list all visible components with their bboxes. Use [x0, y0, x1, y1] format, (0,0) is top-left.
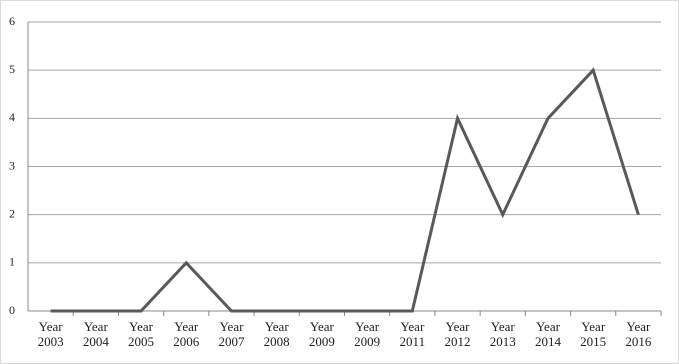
y-tick-label: 5 — [9, 62, 15, 76]
x-tick-label: Year 2008 — [263, 319, 290, 349]
x-tick-label: Year 2005 — [128, 319, 155, 349]
x-tick-label: Year 2003 — [37, 319, 64, 349]
y-tick-label: 1 — [9, 255, 15, 269]
y-tick-label: 0 — [9, 303, 15, 317]
x-tick-label: Year 2016 — [625, 319, 652, 349]
x-tick-label: Year 2015 — [580, 319, 607, 349]
x-tick-label: Year 2007 — [218, 319, 245, 349]
line — [50, 67, 640, 313]
x-tick-label: Year 2012 — [444, 319, 471, 349]
x-tick-label: Year 2006 — [173, 319, 200, 349]
y-tick-label: 3 — [9, 158, 15, 172]
x-tick-label: Year 2009 — [308, 319, 335, 349]
x-tick-label: Year 2014 — [534, 319, 561, 349]
x-tick-label: Year 2004 — [82, 319, 109, 349]
x-tick-label: Year 2009 — [354, 319, 381, 349]
y-tick-label: 4 — [9, 110, 15, 124]
x-tick-label: Year 2013 — [489, 319, 516, 349]
y-tick-label: 2 — [9, 206, 15, 220]
y-tick-label: 6 — [9, 14, 15, 28]
x-tick-label: Year 2011 — [399, 319, 426, 349]
